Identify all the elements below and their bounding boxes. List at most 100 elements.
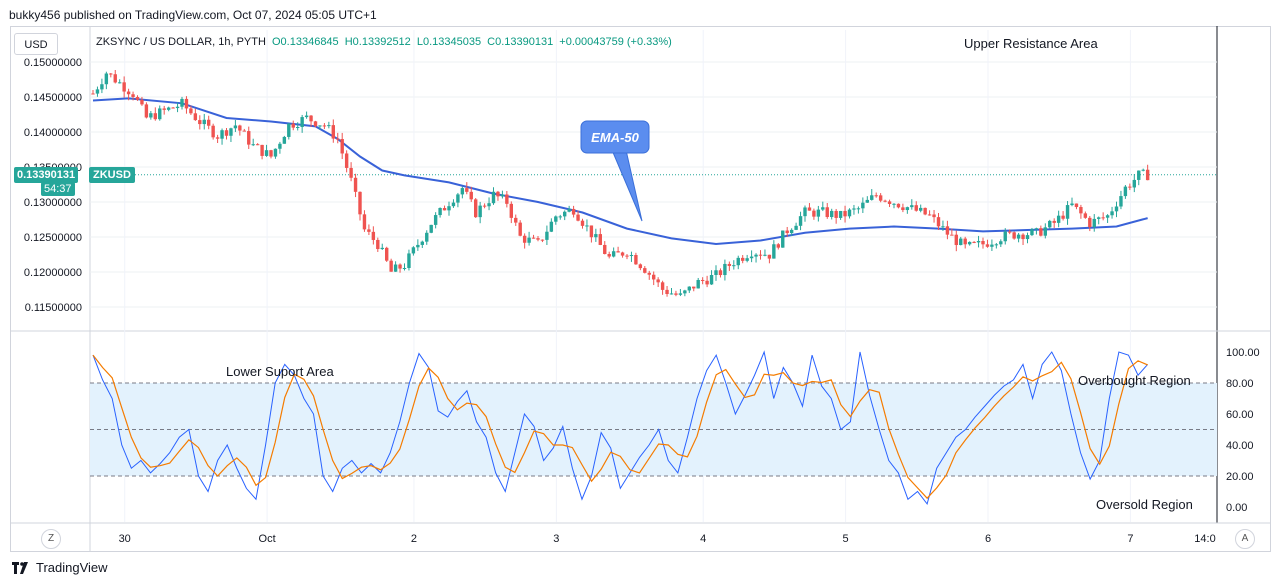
candle-body: [549, 221, 554, 232]
candle-body: [905, 207, 910, 211]
candle-body: [1114, 206, 1119, 212]
candle-body: [678, 293, 683, 295]
candle-body: [447, 206, 451, 211]
candle-body: [865, 199, 869, 203]
candle-body: [1012, 232, 1016, 239]
candle-body: [589, 225, 594, 238]
stoch-tick-label: 100.00: [1226, 347, 1260, 359]
candle-body: [1070, 203, 1074, 206]
footer-brand-text: TradingView: [36, 560, 108, 575]
candle-body: [144, 104, 149, 118]
candle-body: [287, 123, 291, 137]
candle-body: [184, 98, 189, 109]
candle-body: [331, 125, 335, 139]
candle-body: [247, 131, 251, 145]
candle-body: [344, 153, 349, 168]
candle-body: [460, 188, 465, 195]
candle-body: [269, 150, 273, 157]
candle-body: [100, 84, 104, 90]
candle-body: [255, 144, 260, 146]
candle-body: [727, 263, 732, 266]
candle-body: [665, 289, 669, 294]
candle-body: [794, 225, 798, 230]
candle-body: [803, 207, 807, 217]
candle-body: [300, 117, 304, 128]
candle-body: [282, 136, 287, 144]
candle-body: [353, 177, 358, 192]
candle-body: [1141, 169, 1145, 171]
candle-body: [999, 241, 1003, 245]
candle-body: [162, 108, 166, 110]
candle-body: [620, 252, 625, 256]
stoch-tick-label: 60.00: [1226, 409, 1254, 421]
candle-body: [1119, 196, 1123, 207]
candle-body: [843, 210, 847, 217]
zoom-button[interactable]: Z: [41, 529, 61, 549]
auto-scale-button[interactable]: A: [1235, 529, 1255, 549]
candle-body: [509, 203, 513, 218]
candle-body: [1110, 211, 1114, 216]
candle-body: [1030, 229, 1034, 236]
candle-body: [972, 241, 976, 243]
candle-body: [229, 128, 233, 136]
published-line: bukky456 published on TradingView.com, O…: [9, 8, 377, 22]
candle-body: [776, 244, 780, 248]
price-tick-label: 0.14000000: [24, 127, 82, 139]
candle-body: [638, 264, 643, 269]
candle-body: [1043, 227, 1047, 236]
candle-body: [153, 113, 157, 120]
legend-symbol: ZKSYNC / US DOLLAR, 1h, PYTH: [96, 36, 266, 48]
candle-body: [1083, 213, 1088, 218]
candle-body: [812, 210, 816, 217]
candle-body: [385, 247, 389, 261]
candle-body: [558, 216, 562, 218]
price-tick-label: 0.14500000: [24, 92, 82, 104]
candle-body: [442, 208, 447, 211]
candle-body: [696, 279, 700, 289]
candle-body: [166, 107, 171, 110]
stoch-tick-label: 20.00: [1226, 471, 1254, 483]
candle-body: [429, 224, 433, 233]
candle-body: [505, 194, 509, 204]
time-tick-label: 3: [553, 533, 559, 545]
candle-body: [1025, 235, 1030, 240]
candle-body: [371, 231, 376, 240]
candle-body: [425, 232, 429, 242]
candle-body: [1128, 186, 1132, 188]
candle-body: [1008, 231, 1012, 233]
candle-body: [772, 244, 776, 259]
candle-body: [932, 214, 936, 218]
legend-low: L0.13345035: [416, 36, 482, 48]
candle-body: [193, 113, 198, 121]
candle-body: [910, 205, 914, 208]
candle-body: [674, 293, 678, 295]
candle-body: [393, 264, 398, 272]
candle-body: [215, 137, 220, 139]
stoch-tick-label: 0.00: [1226, 502, 1247, 514]
time-tick-label: 2: [411, 533, 417, 545]
candle-body: [1039, 228, 1043, 236]
candle-body: [309, 115, 313, 122]
candle-body: [171, 107, 175, 109]
candle-body: [652, 274, 656, 280]
candle-body: [202, 119, 206, 125]
candle-body: [140, 99, 144, 105]
current-price-tag: 0.13390131: [14, 167, 79, 183]
candle-countdown: 54:37: [41, 182, 75, 196]
candle-body: [950, 234, 954, 236]
candle-body: [936, 217, 941, 227]
currency-selector[interactable]: USD: [14, 33, 58, 55]
candle-body: [919, 207, 923, 211]
candle-body: [1145, 169, 1150, 181]
price-tick-label: 0.13000000: [24, 197, 82, 209]
candle-body: [825, 207, 829, 218]
candle-body: [594, 234, 598, 238]
candle-body: [830, 210, 834, 218]
candle-body: [95, 89, 100, 94]
candle-body: [251, 144, 255, 146]
candle-body: [469, 191, 473, 200]
stoch-tick-label: 80.00: [1226, 378, 1254, 390]
time-tick-label: 30: [119, 533, 131, 545]
candle-body: [389, 260, 393, 272]
